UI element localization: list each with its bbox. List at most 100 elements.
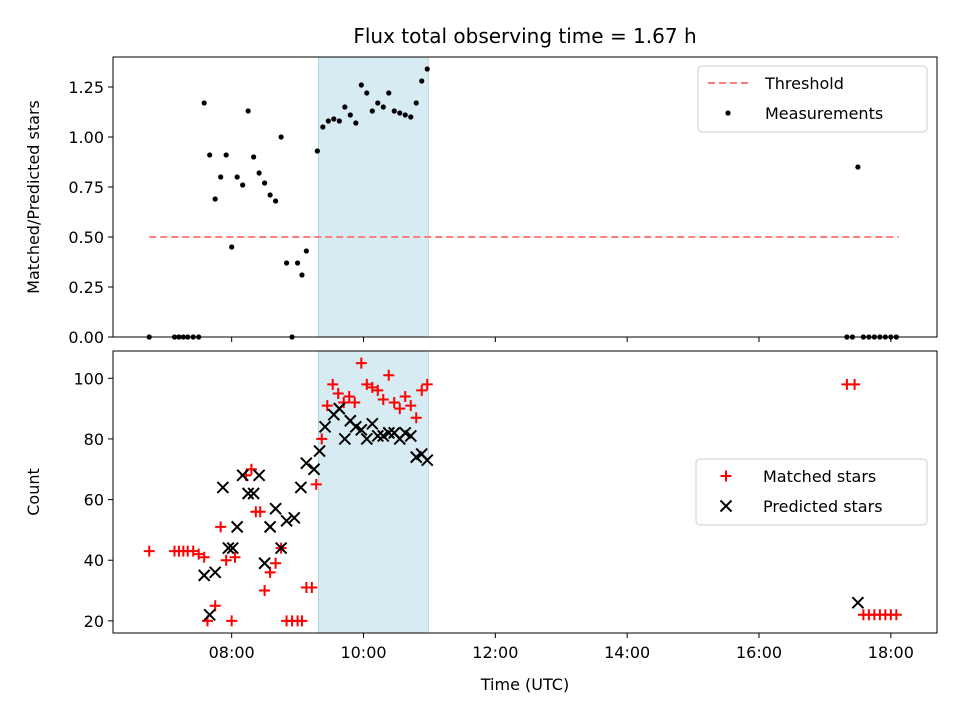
y-axis-label: Count bbox=[24, 468, 43, 516]
matched-stars-point bbox=[377, 394, 389, 406]
top-panel: 0.00 0.25 0.50 0.75 1.00 1.25 Matched/Predicte… bbox=[24, 24, 938, 347]
measurement-point bbox=[342, 104, 348, 110]
matched-stars-point bbox=[416, 384, 428, 396]
predicted-stars-point bbox=[421, 453, 434, 467]
predicted-stars-point bbox=[288, 511, 301, 524]
observing-window-span bbox=[318, 351, 429, 633]
predicted-stars-point bbox=[851, 596, 865, 609]
predicted-stars-point bbox=[241, 487, 255, 500]
matched-stars-point bbox=[343, 390, 355, 402]
predicted-stars-point bbox=[236, 469, 249, 482]
legend-matched-swatch bbox=[720, 470, 732, 482]
measurement-point bbox=[212, 196, 218, 202]
matched-stars-point bbox=[327, 378, 339, 390]
legend-label: Predicted stars bbox=[763, 497, 883, 516]
matched-stars-point bbox=[355, 357, 367, 369]
matched-stars-point bbox=[388, 397, 400, 409]
measurement-point bbox=[375, 100, 381, 106]
legend-label: Matched stars bbox=[763, 467, 876, 486]
measurement-point bbox=[391, 108, 397, 114]
matched-stars-point bbox=[394, 403, 406, 415]
matched-stars-point bbox=[143, 545, 155, 557]
measurement-point bbox=[855, 164, 861, 170]
matched-stars-point bbox=[296, 615, 308, 627]
matched-stars-point bbox=[399, 390, 411, 402]
observing-window-span bbox=[318, 57, 429, 337]
x-tick-label: 10:00 bbox=[340, 643, 386, 662]
y-tick-label: 20 bbox=[84, 612, 104, 631]
legend: Matched stars Predicted stars bbox=[695, 458, 928, 526]
matched-stars-point bbox=[332, 387, 344, 399]
x-tick-label: 16:00 bbox=[736, 643, 782, 662]
y-tick-label: 0.50 bbox=[68, 228, 104, 247]
predicted-stars-point bbox=[333, 402, 346, 415]
measurement-point bbox=[273, 198, 279, 204]
legend-box bbox=[695, 458, 928, 526]
predicted-stars-point bbox=[300, 456, 313, 470]
measurement-point bbox=[267, 192, 273, 198]
predicted-stars-point bbox=[355, 423, 368, 437]
predicted-stars-point bbox=[203, 608, 216, 622]
predicted-stars-point bbox=[269, 502, 282, 515]
predicted-stars-point bbox=[263, 520, 277, 534]
legend-label: Measurements bbox=[765, 104, 883, 123]
legend: Threshold Measurements bbox=[697, 65, 928, 133]
measurement-point bbox=[386, 90, 392, 96]
predicted-stars-point bbox=[366, 417, 379, 430]
measurement-point bbox=[201, 100, 207, 106]
matched-stars-point bbox=[215, 521, 227, 533]
matched-stars-point bbox=[405, 400, 417, 412]
measurement-point bbox=[240, 182, 246, 188]
y-tick-label: 0.25 bbox=[68, 278, 104, 297]
x-axis-label: Time (UTC) bbox=[480, 675, 569, 694]
measurement-point bbox=[251, 154, 257, 160]
axes-frame bbox=[112, 56, 938, 338]
measurement-point bbox=[380, 104, 386, 110]
matched-stars-point bbox=[310, 478, 322, 490]
predicted-stars-point bbox=[247, 487, 260, 500]
matched-stars-point bbox=[349, 397, 361, 409]
y-tick-label: 0.00 bbox=[68, 328, 104, 347]
measurement-point bbox=[245, 108, 251, 114]
measurement-point bbox=[320, 124, 326, 130]
y-tick-label: 1.25 bbox=[68, 78, 104, 97]
measurement-point bbox=[303, 248, 309, 254]
measurement-point bbox=[234, 174, 240, 180]
bottom-panel: 08:00 10:00 12:00 14:00 16:00 18:00 20 40 60 80 10… bbox=[24, 350, 938, 694]
matched-stars-point bbox=[198, 551, 210, 563]
x-tick-label: 12:00 bbox=[472, 643, 518, 662]
matched-stars-point bbox=[890, 609, 902, 621]
measurement-point bbox=[299, 272, 305, 278]
x-tick-label: 14:00 bbox=[604, 643, 650, 662]
measurement-point bbox=[207, 152, 213, 158]
predicted-stars-point bbox=[294, 481, 308, 494]
predicted-stars-point bbox=[258, 557, 271, 570]
predicted-stars-point bbox=[313, 444, 326, 458]
predicted-stars-point bbox=[197, 569, 211, 582]
predicted-stars-point bbox=[307, 463, 321, 476]
measurement-point bbox=[229, 244, 235, 250]
matched-stars-point bbox=[220, 554, 232, 566]
predicted-stars-point bbox=[404, 429, 417, 443]
x-tick-label: 08:00 bbox=[209, 643, 255, 662]
measurement-point bbox=[278, 134, 284, 140]
matched-stars-point bbox=[254, 506, 266, 518]
y-axis-label: Matched/Predicted stars bbox=[24, 100, 43, 294]
legend-measurements-swatch bbox=[725, 110, 731, 116]
measurement-point bbox=[364, 90, 370, 96]
axes-frame bbox=[112, 350, 938, 634]
y-tick-label: 1.00 bbox=[68, 128, 104, 147]
measurement-point bbox=[325, 118, 331, 124]
matched-stars-point bbox=[306, 582, 318, 594]
series-predicted-stars bbox=[197, 402, 865, 622]
predicted-stars-point bbox=[222, 541, 235, 555]
measurement-point bbox=[283, 260, 290, 266]
chart-title: Flux total observing time = 1.67 h bbox=[353, 24, 696, 48]
matched-stars-point bbox=[372, 384, 384, 396]
y-tick-label: 80 bbox=[84, 430, 104, 449]
measurement-point bbox=[314, 148, 320, 154]
matched-stars-point bbox=[410, 412, 422, 424]
matched-stars-point bbox=[259, 585, 271, 597]
series-matched-stars bbox=[143, 357, 902, 627]
matched-stars-point bbox=[226, 615, 238, 627]
